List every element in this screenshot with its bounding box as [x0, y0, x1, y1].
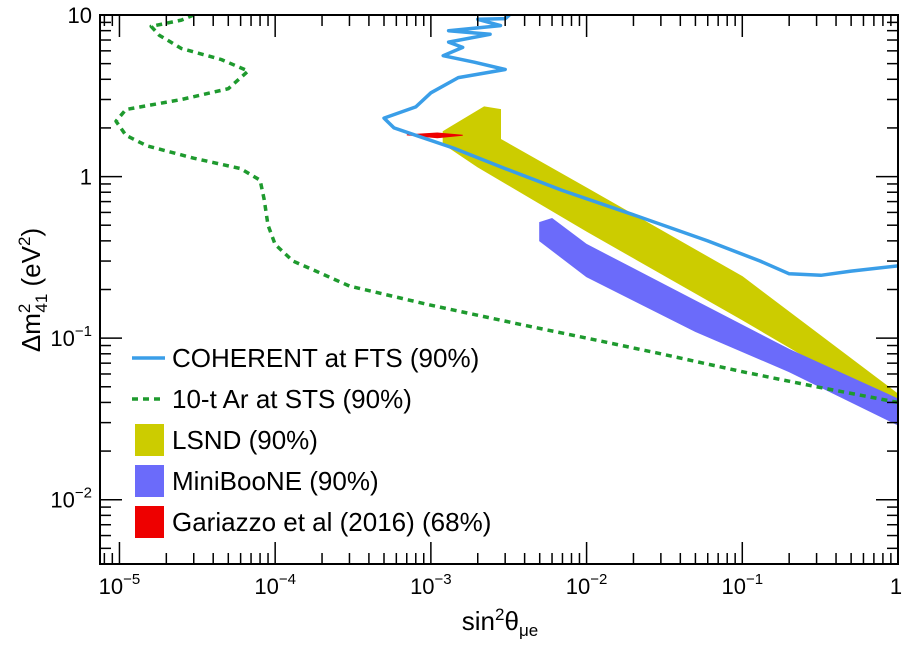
- x-tick-label: 10−5: [99, 571, 141, 599]
- lsnd-90-legend-swatch: [135, 424, 164, 456]
- coherent-at-fts-90-legend-label: COHERENT at FTS (90%): [172, 343, 479, 373]
- x-tick-label: 10−3: [410, 571, 452, 599]
- legend: COHERENT at FTS (90%) 10-t Ar at STS (90%…: [132, 343, 491, 538]
- axis-tick-labels: 10−5 10−4 10−3 10−2 10−1 1 10−2 10−1 1 10: [50, 3, 902, 599]
- contour-regions: [406, 106, 898, 426]
- y-tick-label: 10−1: [50, 323, 92, 351]
- 10-t-ar-at-sts-90-legend-label: 10-t Ar at STS (90%): [172, 384, 412, 414]
- y-tick-label: 1: [80, 165, 92, 190]
- lsnd-90-legend-label: LSND (90%): [172, 425, 318, 455]
- y-tick-label: 10−2: [50, 485, 92, 513]
- miniboone-90-legend-swatch: [135, 465, 164, 497]
- lsnd-90-region: [442, 106, 898, 411]
- contour-lines: [114, 15, 898, 405]
- gariazzo-et-al-2016-68-region: [406, 132, 463, 139]
- y-axis-title: Δm241 (eV2): [15, 228, 51, 352]
- coherent-at-fts-90-curve: [382, 15, 898, 278]
- gariazzo-et-al-2016-68-legend-swatch: [135, 506, 164, 538]
- miniboone-90-legend-label: MiniBooNE (90%): [172, 466, 379, 496]
- miniboone-90-region: [539, 217, 898, 426]
- x-tick-label: 10−4: [254, 571, 296, 599]
- x-tick-label: 10−1: [721, 571, 763, 599]
- y-tick-label: 10: [68, 3, 92, 28]
- x-axis-title: sin2θμe: [462, 605, 538, 640]
- x-tick-label: 1: [890, 574, 902, 599]
- x-tick-label: 10−2: [566, 571, 608, 599]
- gariazzo-et-al-2016-68-legend-label: Gariazzo et al (2016) (68%): [172, 507, 491, 537]
- axis-ticks: [100, 14, 899, 565]
